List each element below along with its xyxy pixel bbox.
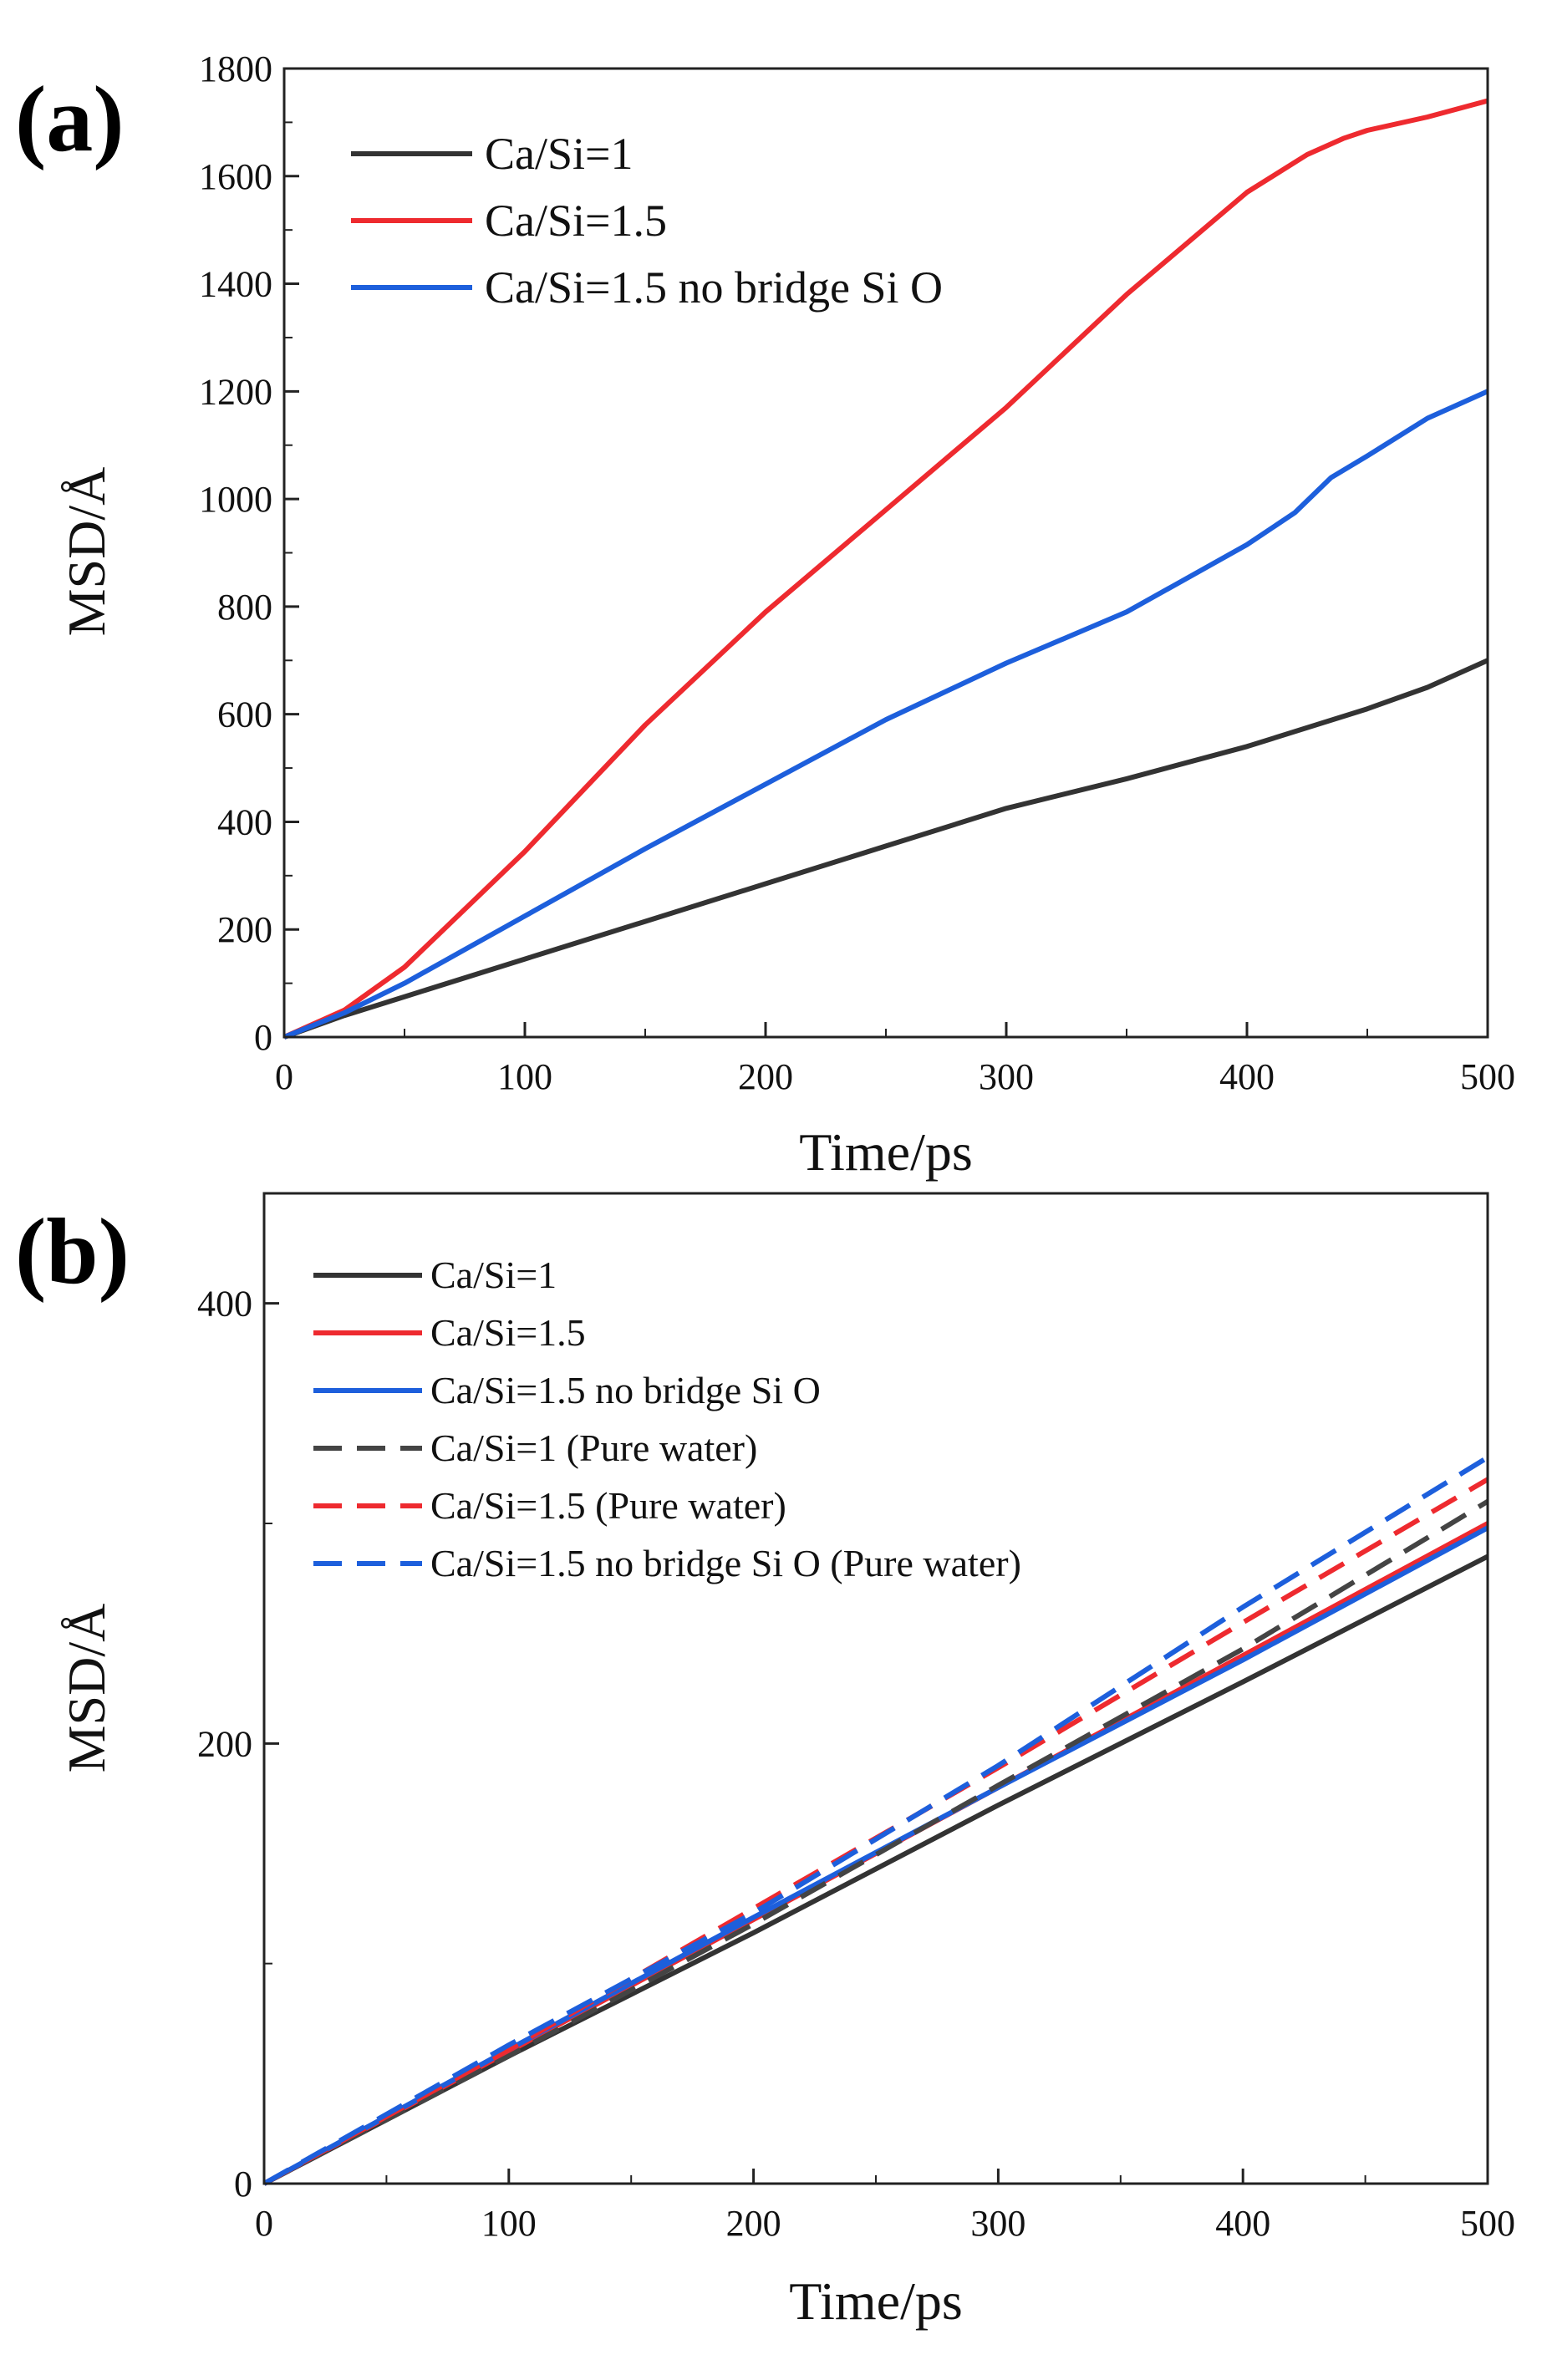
x-tick-label: 500 xyxy=(1460,1056,1515,1097)
x-tick-label: 200 xyxy=(726,2203,781,2244)
series-line-ca-si-1-5-no-bridge-si-o xyxy=(282,389,1489,1040)
y-tick-label: 1400 xyxy=(199,264,272,305)
x-tick-label: 400 xyxy=(1215,2203,1270,2244)
series-line-ca-si-1-5-pure-water xyxy=(262,1477,1489,2186)
series-line-ca-si-1 xyxy=(262,1554,1489,2186)
legend-label: Ca/Si=1 xyxy=(430,1254,557,1296)
x-tick-label: 200 xyxy=(738,1056,793,1097)
series-line-ca-si-1-5 xyxy=(282,98,1488,1040)
y-tick-label: 200 xyxy=(217,909,272,950)
y-tick-label: 600 xyxy=(217,694,272,735)
legend-label: Ca/Si=1.5 xyxy=(430,1311,586,1354)
legend-label: Ca/Si=1.5 xyxy=(485,196,667,246)
legend-label: Ca/Si=1 xyxy=(485,129,633,179)
panel-b-y-axis-title: MSD/Å xyxy=(57,1604,116,1773)
y-tick-label: 0 xyxy=(254,1017,272,1058)
y-tick-label: 400 xyxy=(217,801,272,842)
x-tick-label: 100 xyxy=(481,2203,537,2244)
panel-a-x-tick-labels: 0 100 200 300 400 500 xyxy=(275,1056,1515,1097)
y-tick-label: 200 xyxy=(197,1723,252,1764)
legend-label: Ca/Si=1.5 no bridge Si O (Pure water) xyxy=(430,1542,1021,1584)
panel-a: (a) 0 100 200 300 400 500 0 200 400 600 … xyxy=(15,48,1515,1182)
panel-a-label: (a) xyxy=(15,68,125,171)
y-tick-label: 0 xyxy=(234,2164,252,2205)
y-tick-label: 1800 xyxy=(199,48,272,89)
legend-label: Ca/Si=1.5 no bridge Si O xyxy=(430,1369,821,1411)
panel-a-y-tick-labels: 0 200 400 600 800 1000 1200 1400 1600 18… xyxy=(199,48,272,1058)
panel-b-label: (b) xyxy=(15,1200,130,1304)
panel-a-y-axis-title: MSD/Å xyxy=(57,467,116,637)
y-tick-label: 1000 xyxy=(199,479,272,520)
panel-b-series xyxy=(262,1455,1489,2186)
panel-a-plot-frame xyxy=(282,67,1489,1039)
series-line-ca-si-1-5-no-bridge-si-o-pure-water xyxy=(262,1455,1489,2186)
x-tick-label: 0 xyxy=(255,2203,273,2244)
x-tick-label: 300 xyxy=(979,1056,1034,1097)
x-tick-label: 0 xyxy=(275,1056,293,1097)
legend-label: Ca/Si=1.5 (Pure water) xyxy=(430,1484,786,1527)
x-tick-label: 400 xyxy=(1219,1056,1275,1097)
panel-b-legend: Ca/Si=1 Ca/Si=1.5 Ca/Si=1.5 no bridge Si… xyxy=(313,1254,1021,1584)
panel-a-legend: Ca/Si=1 Ca/Si=1.5 Ca/Si=1.5 no bridge Si… xyxy=(351,129,943,313)
panel-b-plot-frame xyxy=(262,1192,1489,2185)
panel-b-y-tick-labels: 0 200 400 xyxy=(197,1284,252,2205)
y-tick-label: 1200 xyxy=(199,371,272,412)
panel-a-ticks xyxy=(282,67,1489,1039)
series-line-ca-si-1-pure-water xyxy=(262,1499,1489,2186)
legend-label: Ca/Si=1.5 no bridge Si O xyxy=(485,262,943,313)
panel-b-x-tick-labels: 0 100 200 300 400 500 xyxy=(255,2203,1515,2244)
series-line-ca-si-1 xyxy=(282,658,1489,1040)
x-tick-label: 500 xyxy=(1460,2203,1515,2244)
y-tick-label: 800 xyxy=(217,587,272,628)
x-tick-label: 100 xyxy=(497,1056,552,1097)
legend-label: Ca/Si=1 (Pure water) xyxy=(430,1426,757,1469)
panel-a-series xyxy=(282,98,1489,1040)
panel-b: (b) 0 100 200 300 400 500 0 200 400 Time… xyxy=(15,1192,1515,2331)
x-tick-label: 300 xyxy=(970,2203,1025,2244)
panel-a-x-axis-title: Time/ps xyxy=(799,1122,973,1182)
y-tick-label: 400 xyxy=(197,1284,252,1325)
y-tick-label: 1600 xyxy=(199,156,272,197)
panel-b-x-axis-title: Time/ps xyxy=(789,2271,963,2331)
